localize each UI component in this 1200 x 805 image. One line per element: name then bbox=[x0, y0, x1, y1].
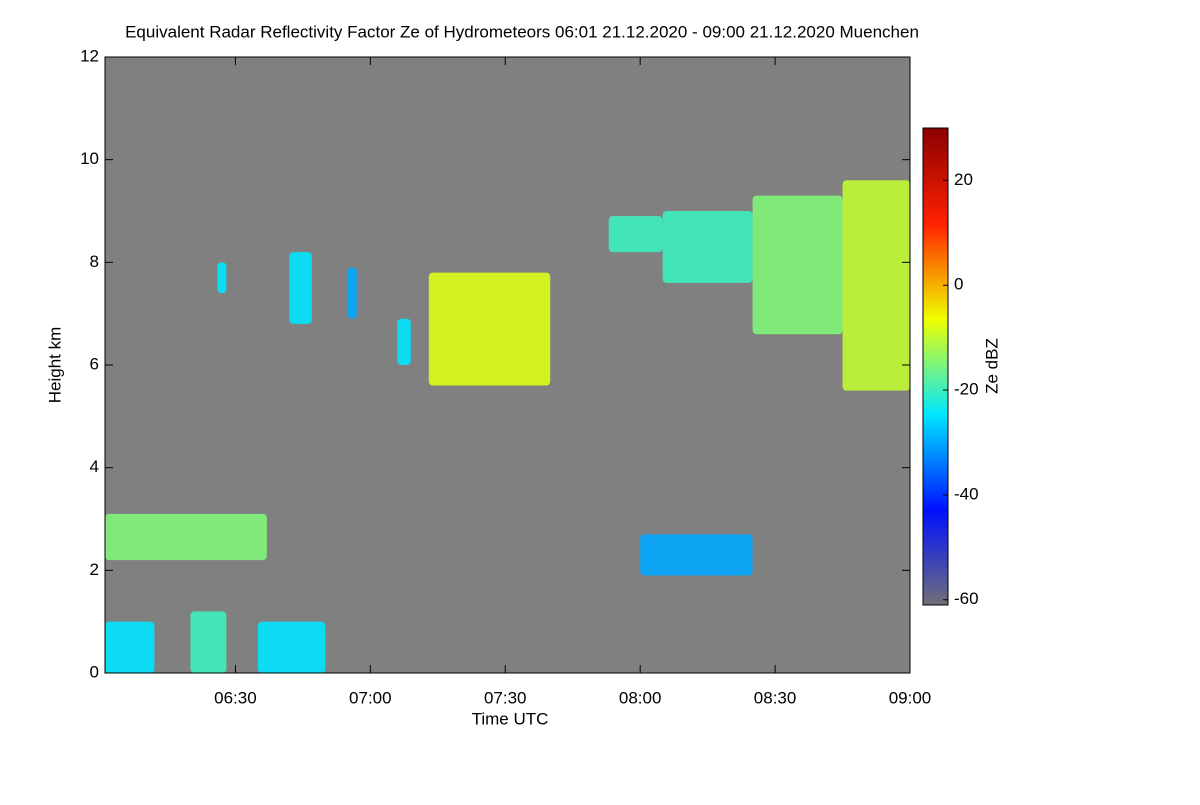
x-tick-label: 08:30 bbox=[754, 688, 797, 707]
echo-cell bbox=[842, 180, 910, 391]
echo-cell bbox=[662, 211, 753, 283]
colorbar-tick-label: -60 bbox=[954, 589, 979, 608]
y-tick-label: 10 bbox=[80, 149, 99, 168]
echo-cell bbox=[397, 318, 411, 365]
y-tick-label: 0 bbox=[90, 662, 99, 681]
echo-cell bbox=[640, 534, 753, 576]
colorbar-label: Ze dBZ bbox=[982, 338, 1001, 394]
echo-cell bbox=[105, 621, 155, 673]
echo-cell bbox=[428, 272, 551, 386]
colorbar bbox=[922, 127, 949, 606]
x-tick-label: 07:30 bbox=[484, 688, 527, 707]
colorbar-tick-label: 0 bbox=[954, 275, 963, 294]
echo-cell bbox=[608, 216, 663, 253]
echo-cell bbox=[217, 262, 227, 294]
x-tick-label: 07:00 bbox=[349, 688, 392, 707]
chart-title: Equivalent Radar Reflectivity Factor Ze … bbox=[125, 22, 919, 41]
echo-cell bbox=[105, 513, 267, 561]
x-tick-label: 08:00 bbox=[619, 688, 662, 707]
colorbar-tick-label: -20 bbox=[954, 380, 979, 399]
colorbar-tick-label: 20 bbox=[954, 170, 973, 189]
echo-cell bbox=[347, 267, 357, 319]
y-axis-label: Height km bbox=[45, 327, 64, 404]
echo-cell bbox=[190, 611, 227, 673]
colorbar-tick-label: -40 bbox=[954, 484, 979, 503]
y-tick-label: 4 bbox=[90, 457, 99, 476]
y-tick-label: 2 bbox=[90, 560, 99, 579]
y-tick-label: 8 bbox=[90, 252, 99, 271]
x-axis-label: Time UTC bbox=[472, 709, 549, 728]
echo-cell bbox=[289, 252, 312, 324]
echo-cell bbox=[752, 195, 843, 335]
echo-cell bbox=[257, 621, 326, 673]
x-tick-label: 06:30 bbox=[214, 688, 257, 707]
y-tick-label: 6 bbox=[90, 354, 99, 373]
y-tick-label: 12 bbox=[80, 46, 99, 65]
x-tick-label: 09:00 bbox=[889, 688, 932, 707]
